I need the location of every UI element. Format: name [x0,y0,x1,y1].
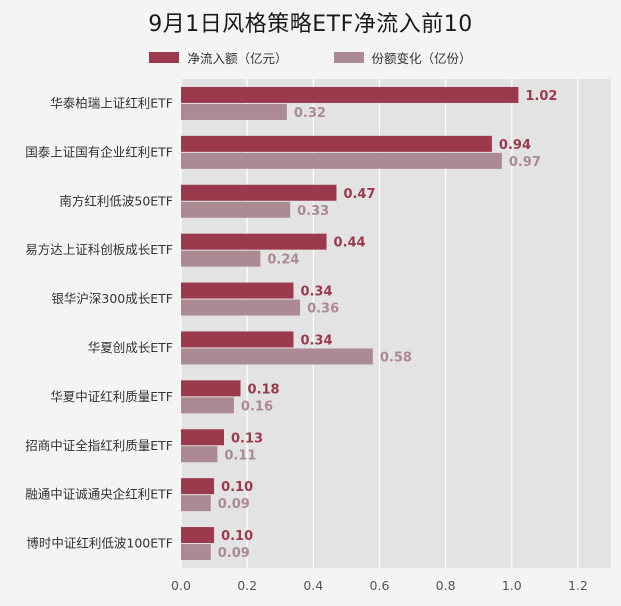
bar-share [181,201,291,218]
bar-inflow [181,86,519,103]
data-label-inflow: 0.44 [334,236,366,251]
bar-inflow [181,478,215,495]
category-label: 华夏中证红利质量ETF [50,389,173,404]
data-label-inflow: 0.18 [248,382,280,397]
bar-inflow [181,135,492,152]
data-label-inflow: 0.94 [499,138,531,153]
legend: 净流入额（亿元） 份额变化（亿份） [0,48,621,67]
category-label: 南方红利低波50ETF [59,193,173,208]
category-label: 国泰上证国有企业红利ETF [25,144,173,159]
x-tick-label: 0.2 [237,578,257,593]
data-label-share: 0.32 [294,106,326,121]
x-tick-label: 0.4 [303,578,323,593]
legend-swatch-inflow [149,52,180,63]
data-label-share: 0.16 [241,399,273,414]
bar-share [181,299,301,316]
data-label-share: 0.09 [218,497,250,512]
bar-inflow [181,233,327,250]
data-label-inflow: 0.34 [300,285,332,300]
data-label-share: 0.11 [224,448,256,463]
data-label-inflow: 0.47 [343,187,375,202]
bar-share [181,250,261,267]
category-label: 博时中证红利低波100ETF [26,536,173,551]
data-label-share: 0.24 [267,253,299,268]
bar-inflow [181,527,215,544]
bar-inflow [181,282,294,299]
category-label: 招商中证全指红利质量ETF [25,438,173,453]
data-label-share: 0.97 [509,155,541,170]
bar-share [181,397,234,414]
legend-item-share: 份额变化（亿份） [333,48,472,67]
data-label-inflow: 0.13 [231,431,263,446]
category-label: 银华沪深300成长ETF [51,291,173,306]
x-tick-label: 1.2 [568,578,588,593]
bar-share [181,103,287,120]
bar-inflow [181,184,337,201]
category-label: 华泰柏瑞上证红利ETF [50,95,173,110]
bar-share [181,348,373,365]
data-label-inflow: 0.10 [221,480,253,495]
chart-title: 9月1日风格策略ETF净流入前10 [148,12,473,37]
bar-inflow [181,331,294,348]
data-label-inflow: 1.02 [525,89,557,104]
data-label-share: 0.09 [218,546,250,561]
bar-inflow [181,429,224,446]
bar-inflow [181,380,241,397]
category-label: 华夏创成长ETF [88,340,173,355]
legend-item-inflow: 净流入额（亿元） [149,48,288,67]
category-label: 融通中证诚通央企红利ETF [25,487,173,502]
data-label-share: 0.36 [307,302,339,317]
bar-share [181,446,218,463]
bar-share [181,544,211,561]
x-tick-label: 0.0 [171,578,191,593]
x-tick-label: 0.6 [370,578,390,593]
category-label: 易方达上证科创板成长ETF [25,242,173,257]
legend-swatch-share [333,52,364,63]
bar-share [181,495,211,512]
legend-label-share: 份额变化（亿份） [371,51,472,66]
x-tick-label: 1.0 [502,578,522,593]
data-label-share: 0.58 [380,350,412,365]
legend-label-inflow: 净流入额（亿元） [187,51,288,66]
x-tick-label: 0.8 [436,578,456,593]
data-label-inflow: 0.34 [300,333,332,348]
data-label-inflow: 0.10 [221,529,253,544]
data-label-share: 0.33 [297,204,329,219]
bar-share [181,152,502,169]
